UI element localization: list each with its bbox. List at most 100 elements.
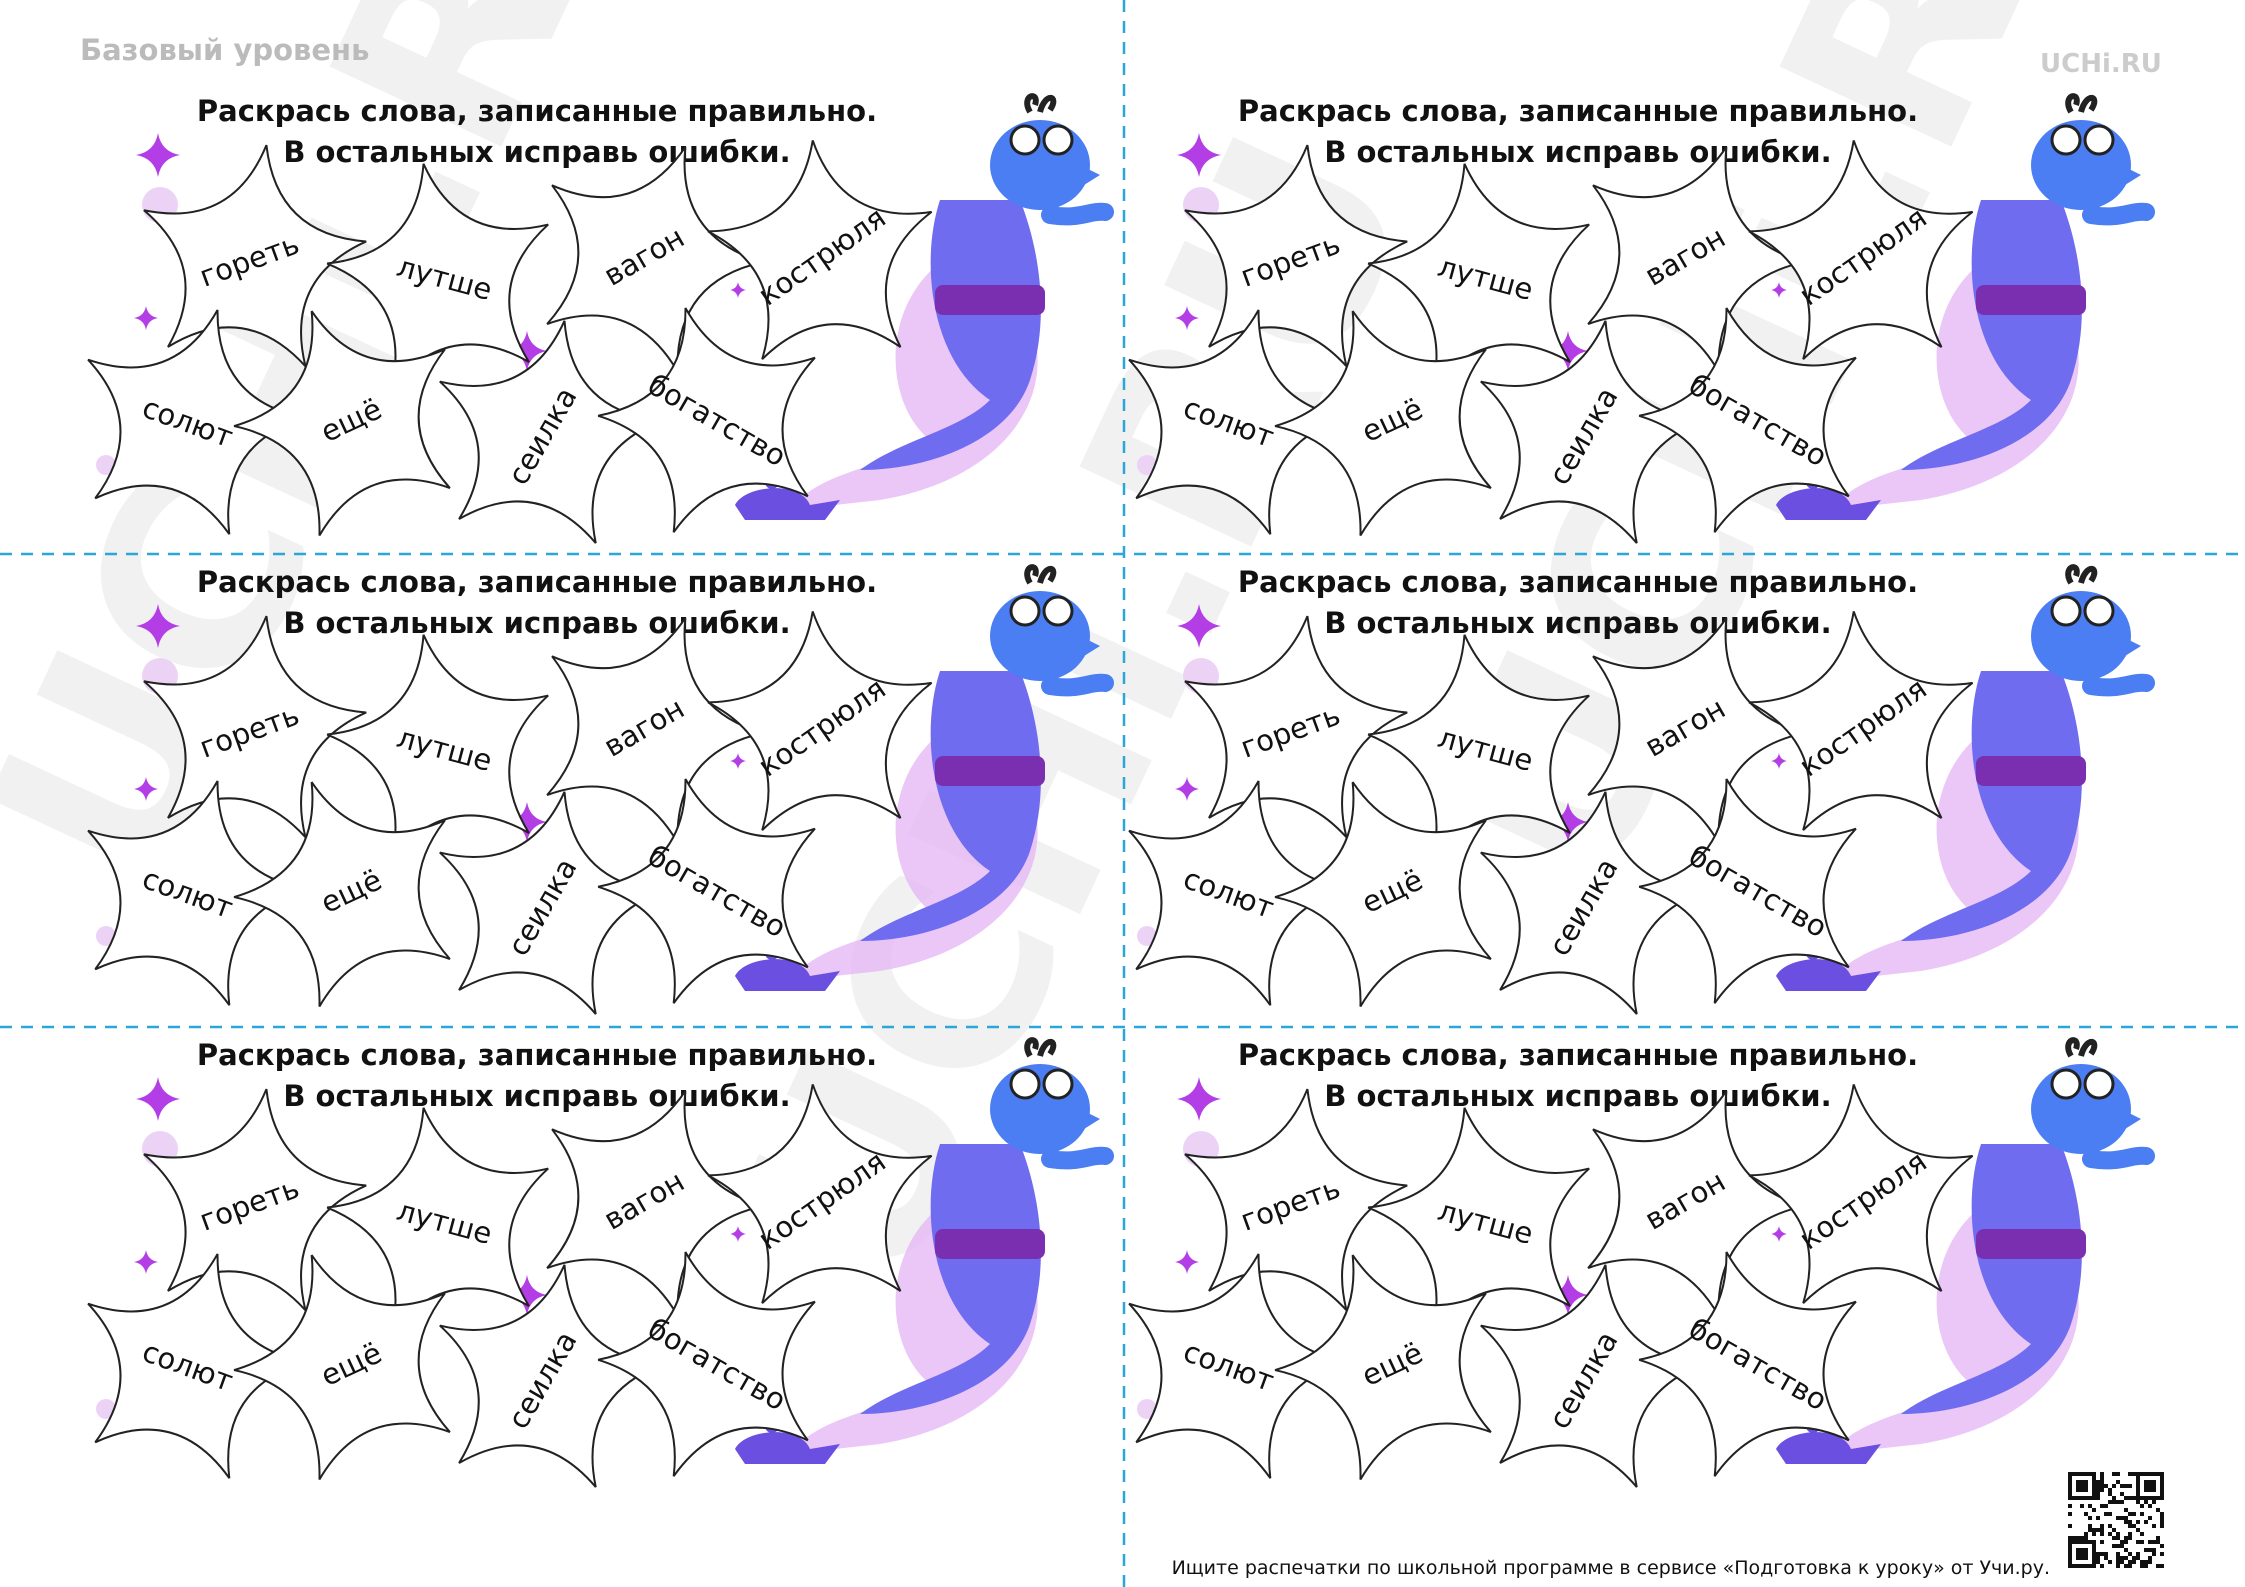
- star: [1748, 1084, 1974, 1304]
- qr-cell: [2088, 1496, 2092, 1500]
- qr-cell: [2160, 1544, 2164, 1548]
- qr-cell: [2072, 1564, 2076, 1568]
- lamp: [735, 488, 840, 520]
- qr-cell: [2068, 1484, 2072, 1488]
- qr-cell: [2116, 1532, 2120, 1536]
- qr-cell: [2100, 1532, 2104, 1536]
- qr-cell: [2096, 1552, 2100, 1556]
- card: Раскрась слова, записанные правильно. В о…: [87, 564, 1114, 1015]
- star: [1184, 144, 1408, 367]
- qr-cell: [2152, 1500, 2156, 1504]
- qr-cell: [2112, 1544, 2116, 1548]
- qr-cell: [2148, 1548, 2152, 1552]
- qr-cell: [2124, 1484, 2128, 1488]
- qr-cell: [2080, 1480, 2084, 1484]
- qr-cell: [2096, 1556, 2100, 1560]
- word-star: сеилка: [439, 1264, 662, 1488]
- qr-cell: [2104, 1512, 2108, 1516]
- qr-cell: [2084, 1496, 2088, 1500]
- word-star: кострюля: [1748, 140, 1974, 360]
- card: Раскрась слова, записанные правильно. В о…: [87, 93, 1114, 544]
- snout: [1050, 150, 1100, 200]
- word-star: кострюля: [707, 611, 933, 831]
- genie: [735, 93, 1114, 520]
- lamp: [735, 959, 840, 991]
- word-star: ещё: [1274, 1254, 1492, 1480]
- qr-cell: [2148, 1480, 2152, 1484]
- qr-cell: [2152, 1524, 2156, 1528]
- qr-cell: [2068, 1540, 2072, 1544]
- qr-cell: [2100, 1524, 2104, 1528]
- star: [1367, 163, 1590, 387]
- star: [1274, 310, 1492, 536]
- word-star: сеилка: [439, 791, 662, 1015]
- card-title: Раскрась слова, записанные правильно.: [197, 94, 877, 128]
- genie-body: [1901, 200, 2082, 470]
- qr-cell: [2160, 1496, 2164, 1500]
- qr-cell: [2120, 1556, 2124, 1560]
- hair: [2065, 93, 2098, 114]
- eye: [1042, 595, 1074, 627]
- qr-cell: [2104, 1556, 2108, 1560]
- qr-cell: [2152, 1484, 2156, 1488]
- star: [1367, 634, 1590, 858]
- eye: [2083, 595, 2115, 627]
- qr-cell: [2136, 1484, 2140, 1488]
- qr-cell: [2092, 1528, 2096, 1532]
- qr-cell: [2160, 1472, 2164, 1476]
- lamp: [1776, 959, 1881, 991]
- word-star: гореть: [143, 615, 367, 838]
- genie-body: [1901, 1144, 2082, 1414]
- qr-cell: [2068, 1544, 2072, 1548]
- qr-cell: [2148, 1540, 2152, 1544]
- qr-cell: [2076, 1480, 2080, 1484]
- arm: [2082, 1146, 2155, 1170]
- word-star: сеилка: [1480, 1264, 1703, 1488]
- star: [707, 1084, 933, 1304]
- logo: UCHi.RU: [2040, 49, 2162, 79]
- qr-cell: [2140, 1560, 2144, 1564]
- eye: [2050, 1068, 2082, 1100]
- qr-cell: [2140, 1472, 2144, 1476]
- qr-cell: [2084, 1540, 2088, 1544]
- star: [597, 778, 816, 1004]
- qr-cell: [2092, 1544, 2096, 1548]
- qr-cell: [2132, 1496, 2136, 1500]
- arm: [2082, 202, 2155, 226]
- arm: [1041, 202, 1114, 226]
- qr-cell: [2128, 1564, 2132, 1568]
- qr-cell: [2076, 1556, 2080, 1560]
- word-star: богатство: [1638, 1251, 1857, 1477]
- star: [1748, 140, 1974, 360]
- qr-cell: [2076, 1548, 2080, 1552]
- qr-cell: [2160, 1564, 2164, 1568]
- qr-cell: [2080, 1564, 2084, 1568]
- qr-cell: [2148, 1516, 2152, 1520]
- qr-cell: [2128, 1520, 2132, 1524]
- qr-cell: [2112, 1500, 2116, 1504]
- qr-cell: [2076, 1484, 2080, 1488]
- card: Раскрась слова, записанные правильно. В о…: [1128, 93, 2155, 544]
- qr-cell: [2136, 1472, 2140, 1476]
- snout: [2091, 150, 2141, 200]
- qr-cell: [2128, 1524, 2132, 1528]
- star: [1748, 611, 1974, 831]
- qr-cell: [2148, 1472, 2152, 1476]
- qr-cell: [2068, 1492, 2072, 1496]
- qr-cell: [2136, 1520, 2140, 1524]
- word-star: лутше: [1367, 634, 1590, 858]
- qr-cell: [2068, 1496, 2072, 1500]
- qr-cell: [2080, 1504, 2084, 1508]
- qr-cell: [2108, 1488, 2112, 1492]
- qr-cell: [2148, 1484, 2152, 1488]
- qr-cell: [2096, 1496, 2100, 1500]
- qr-cell: [2148, 1504, 2152, 1508]
- qr-cell: [2084, 1488, 2088, 1492]
- qr-cell: [2156, 1540, 2160, 1544]
- qr-cell: [2100, 1488, 2104, 1492]
- qr-cell: [2160, 1484, 2164, 1488]
- snout: [2091, 1094, 2141, 1144]
- qr-cell: [2144, 1564, 2148, 1568]
- qr-cell: [2080, 1496, 2084, 1500]
- qr-cell: [2080, 1552, 2084, 1556]
